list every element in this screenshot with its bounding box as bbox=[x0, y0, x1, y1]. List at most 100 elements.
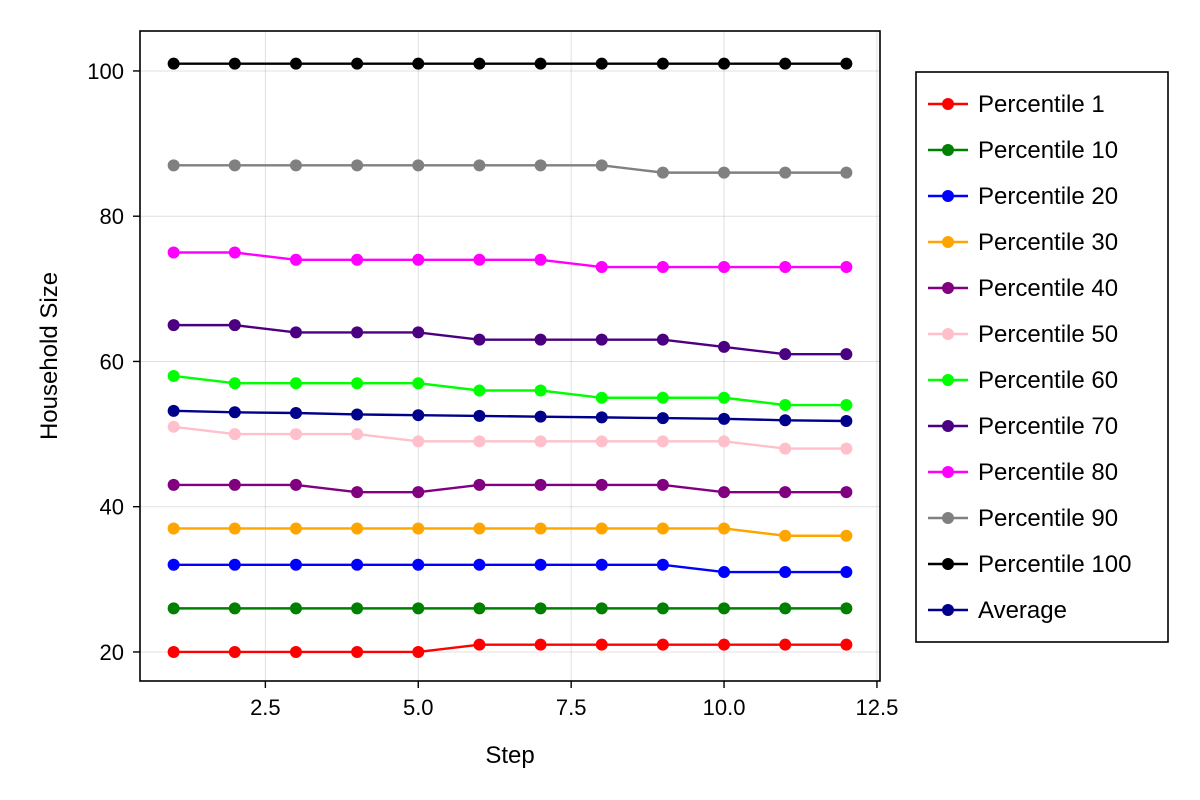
legend-marker bbox=[942, 604, 954, 616]
data-point bbox=[351, 253, 364, 266]
legend-box bbox=[915, 71, 1169, 643]
data-point bbox=[718, 435, 731, 448]
series-line bbox=[173, 483, 847, 494]
data-point bbox=[228, 522, 241, 535]
series-percentile-90 bbox=[167, 159, 853, 179]
data-point bbox=[412, 57, 425, 70]
data-point bbox=[595, 522, 608, 535]
data-point bbox=[595, 57, 608, 70]
data-point bbox=[228, 602, 241, 615]
data-point bbox=[779, 261, 792, 274]
data-point bbox=[840, 415, 853, 427]
data-point bbox=[779, 399, 792, 412]
data-point bbox=[656, 57, 669, 70]
y-axis-ticks: 20 40 60 80 100 bbox=[87, 59, 140, 665]
data-point bbox=[289, 478, 302, 491]
data-point bbox=[412, 522, 425, 535]
data-point bbox=[289, 159, 302, 172]
data-point bbox=[718, 340, 731, 353]
data-point bbox=[412, 435, 425, 448]
data-point bbox=[412, 326, 425, 339]
data-point bbox=[534, 638, 547, 651]
data-point bbox=[351, 602, 364, 615]
data-point bbox=[840, 399, 853, 412]
legend-marker bbox=[942, 374, 954, 386]
legend-label: Percentile 1 bbox=[978, 91, 1105, 118]
data-point bbox=[534, 253, 547, 266]
legend-item: Percentile 40 bbox=[928, 275, 1118, 302]
data-point bbox=[656, 412, 669, 425]
x-tick-label: 2.5 bbox=[250, 695, 281, 720]
data-point bbox=[840, 638, 853, 651]
grid-lines bbox=[140, 31, 880, 681]
legend-marker bbox=[942, 466, 954, 478]
data-point bbox=[718, 566, 731, 579]
x-axis-ticks: 2.5 5.0 7.5 10.0 12.5 bbox=[250, 681, 898, 720]
data-point bbox=[534, 384, 547, 397]
data-point bbox=[534, 57, 547, 70]
data-point bbox=[351, 408, 364, 421]
data-point bbox=[167, 369, 180, 382]
data-point bbox=[167, 319, 180, 332]
series-line bbox=[173, 425, 847, 450]
data-point bbox=[656, 602, 669, 615]
data-point bbox=[412, 159, 425, 172]
data-point bbox=[167, 159, 180, 172]
data-point bbox=[412, 377, 425, 390]
y-tick-label: 40 bbox=[100, 495, 124, 520]
legend-marker bbox=[942, 190, 954, 202]
data-point bbox=[656, 478, 669, 491]
data-point bbox=[351, 159, 364, 172]
data-point bbox=[473, 159, 486, 172]
data-point bbox=[534, 478, 547, 491]
data-point bbox=[840, 529, 853, 542]
data-point bbox=[779, 57, 792, 70]
plot-area-frame bbox=[139, 30, 881, 682]
data-point bbox=[718, 638, 731, 651]
data-point bbox=[473, 253, 486, 266]
x-tick-label: 7.5 bbox=[556, 695, 587, 720]
data-point bbox=[779, 529, 792, 542]
series-line bbox=[173, 527, 847, 537]
data-point bbox=[289, 645, 302, 658]
data-point bbox=[840, 566, 853, 579]
data-point bbox=[228, 406, 241, 419]
series-percentile-10 bbox=[167, 602, 853, 615]
data-point bbox=[412, 253, 425, 266]
series-percentile-1 bbox=[167, 638, 853, 658]
data-point bbox=[351, 522, 364, 535]
data-point bbox=[412, 645, 425, 658]
series-percentile-80 bbox=[167, 246, 853, 274]
data-point bbox=[228, 558, 241, 571]
data-point bbox=[228, 645, 241, 658]
data-point bbox=[167, 478, 180, 491]
data-point bbox=[473, 558, 486, 571]
series-layer bbox=[167, 57, 853, 658]
data-point bbox=[779, 566, 792, 579]
data-point bbox=[228, 319, 241, 332]
data-point bbox=[779, 602, 792, 615]
data-point bbox=[779, 486, 792, 499]
data-point bbox=[351, 428, 364, 441]
legend-item: Percentile 60 bbox=[928, 367, 1118, 394]
data-point bbox=[718, 391, 731, 404]
data-point bbox=[595, 391, 608, 404]
x-axis-label: Step bbox=[485, 742, 534, 769]
data-point bbox=[779, 638, 792, 651]
data-point bbox=[595, 261, 608, 274]
data-point bbox=[228, 159, 241, 172]
data-point bbox=[656, 638, 669, 651]
legend: Percentile 1 Percentile 10 Percentile 20 Pe… bbox=[915, 71, 1169, 643]
data-point bbox=[167, 558, 180, 571]
data-point bbox=[351, 326, 364, 339]
series-line bbox=[173, 563, 847, 574]
data-point bbox=[595, 435, 608, 448]
data-point bbox=[656, 391, 669, 404]
legend-item: Percentile 80 bbox=[928, 459, 1118, 486]
data-point bbox=[840, 57, 853, 70]
series-percentile-20 bbox=[167, 558, 853, 579]
y-tick-label: 60 bbox=[100, 349, 124, 374]
data-point bbox=[473, 333, 486, 346]
legend-item: Percentile 10 bbox=[928, 137, 1118, 164]
data-point bbox=[779, 348, 792, 361]
